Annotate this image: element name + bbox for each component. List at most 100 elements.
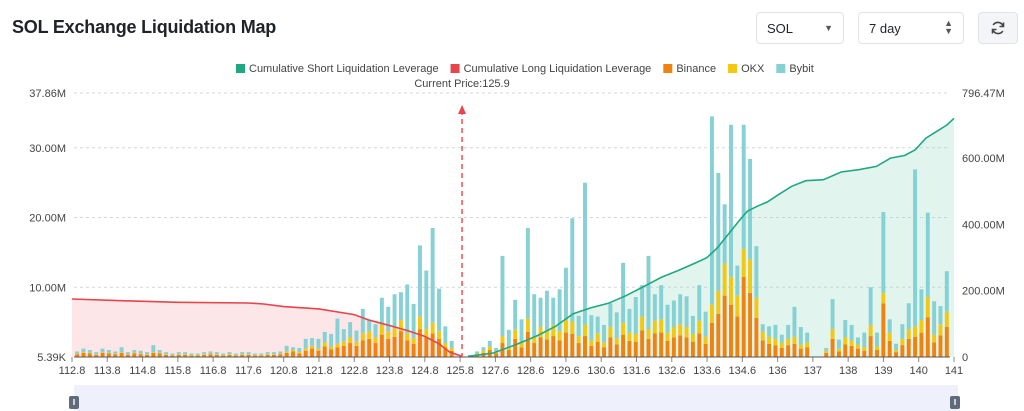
zoom-handle-left[interactable]: ǁ: [69, 396, 79, 409]
bybit-bar: [87, 350, 92, 353]
symbol-select[interactable]: SOL ▼: [756, 12, 844, 44]
binance-bar: [703, 343, 708, 357]
binance-bar: [183, 354, 188, 357]
binance-bar: [760, 340, 765, 357]
okx-bar: [722, 263, 727, 296]
bybit-bar: [246, 352, 251, 355]
okx-bar: [741, 248, 746, 277]
bybit-bar: [106, 350, 111, 353]
binance-bar: [138, 354, 143, 357]
okx-bar: [798, 344, 803, 349]
x-tick-label: 139: [874, 365, 892, 377]
x-tick-label: 115.8: [164, 365, 191, 377]
okx-bar: [183, 354, 188, 355]
bar-series: [75, 116, 949, 357]
okx-bar: [690, 333, 695, 342]
legend-label: Binance: [676, 63, 716, 75]
binance-bar: [894, 352, 899, 357]
binance-bar: [640, 330, 645, 357]
bybit-bar: [252, 353, 257, 355]
okx-bar: [875, 346, 879, 351]
okx-bar: [189, 354, 194, 356]
bybit-bar: [379, 297, 384, 325]
legend[interactable]: Cumulative Short Liquidation Leverage Cum…: [236, 63, 814, 75]
okx-bar: [525, 318, 530, 332]
binance-bar: [557, 340, 562, 357]
x-tick-label: 120.8: [270, 365, 298, 377]
okx-bar: [640, 316, 645, 331]
okx-bar: [881, 292, 886, 304]
okx-bar: [532, 336, 537, 344]
line-series: [71, 117, 955, 358]
x-tick-label: 122.8: [340, 365, 368, 377]
y-left-tick-label: 5.39K: [37, 352, 66, 364]
okx-bar: [557, 331, 562, 341]
bybit-bar: [157, 350, 162, 353]
okx-bar: [341, 341, 346, 346]
x-tick-label: 134.6: [729, 365, 757, 377]
zoom-scrollbar[interactable]: [74, 385, 958, 411]
zoom-handle-right[interactable]: ǁ: [950, 396, 960, 409]
bybit-bar: [900, 324, 905, 339]
okx-bar: [576, 336, 581, 344]
binance-bar: [513, 338, 518, 357]
bybit-bar: [760, 324, 765, 332]
y-left-tick-label: 30.00M: [29, 143, 66, 155]
binance-bar: [240, 354, 245, 357]
refresh-button[interactable]: [978, 12, 1018, 44]
binance-bar: [475, 354, 480, 357]
okx-bar: [779, 343, 784, 348]
binance-bar: [519, 347, 524, 357]
binance-bar: [348, 343, 353, 357]
okx-bar: [386, 331, 391, 339]
okx-bar: [310, 345, 315, 349]
bybit-bar: [563, 267, 568, 320]
okx-bar: [475, 353, 480, 355]
binance-bar: [652, 333, 657, 357]
binance-bar: [417, 329, 422, 357]
okx-bar: [227, 354, 232, 355]
binance-bar: [855, 348, 860, 357]
okx-bar: [487, 346, 492, 351]
okx-bar: [671, 327, 676, 338]
okx-bar: [170, 354, 175, 356]
okx-bar: [767, 336, 772, 344]
okx-bar: [233, 354, 238, 356]
okx-bar: [481, 350, 486, 353]
binance-bar: [208, 354, 213, 357]
okx-bar: [500, 336, 505, 344]
binance-bar: [284, 352, 289, 357]
binance-bar: [671, 337, 676, 357]
okx-bar: [589, 340, 594, 346]
legend-swatch: [663, 64, 673, 73]
bybit-bar: [81, 348, 86, 353]
okx-bar: [87, 352, 92, 354]
bybit-bar: [627, 308, 632, 333]
binance-bar: [792, 343, 797, 357]
okx-bar: [354, 341, 359, 346]
bybit-bar: [170, 353, 175, 355]
okx-bar: [113, 353, 118, 355]
bybit-bar: [659, 285, 664, 320]
binance-bar: [608, 337, 613, 357]
bybit-bar: [208, 351, 213, 354]
bybit-bar: [189, 353, 194, 355]
binance-bar: [437, 338, 441, 357]
binance-bar: [202, 354, 207, 357]
okx-bar: [563, 319, 568, 333]
binance-bar: [532, 343, 537, 357]
okx-bar: [202, 354, 207, 355]
okx-bar: [703, 336, 708, 344]
okx-bar: [716, 290, 721, 314]
okx-bar: [595, 333, 600, 342]
period-select[interactable]: 7 day ▲ ▼: [858, 12, 964, 44]
x-tick-label: 136: [768, 365, 786, 377]
bybit-bar: [678, 294, 683, 325]
binance-bar: [189, 355, 194, 357]
refresh-icon: [991, 21, 1005, 35]
bybit-bar: [341, 329, 346, 342]
bybit-bar: [475, 351, 480, 354]
okx-bar: [887, 332, 892, 341]
binance-bar: [773, 345, 778, 357]
binance-bar: [659, 332, 664, 357]
